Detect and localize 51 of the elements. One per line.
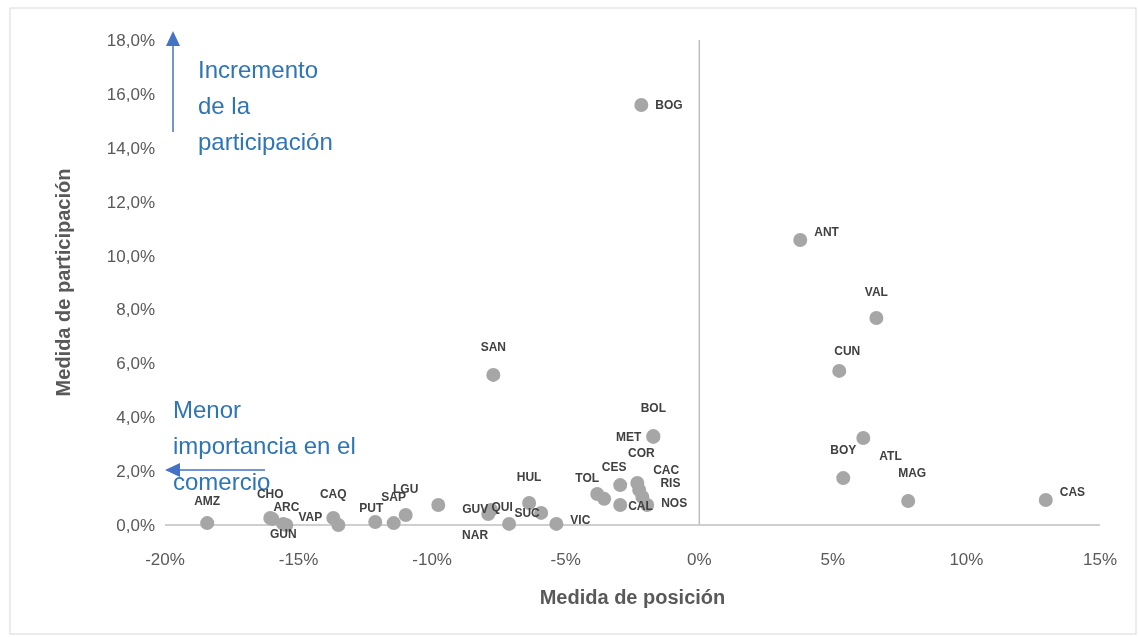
y-tick-label: 14,0% xyxy=(106,138,155,158)
x-tick-label: -15% xyxy=(278,550,319,569)
y-tick-label: 0,0% xyxy=(116,516,155,535)
annotation: RIS xyxy=(660,475,681,490)
annotation: ARC xyxy=(273,500,300,515)
x-axis-title: Medida de posición xyxy=(539,586,726,608)
y-tick-label: 12,0% xyxy=(106,192,155,212)
annotation: QUI xyxy=(491,499,513,514)
annotation: GUN xyxy=(270,526,297,541)
x-tick-label: -5% xyxy=(550,550,581,569)
annotation: ANT xyxy=(814,224,840,239)
x-tick-label: 15% xyxy=(1082,550,1118,569)
y-tick-label: 8,0% xyxy=(116,300,155,320)
annotation: NAR xyxy=(462,527,489,542)
x-tick-label: 10% xyxy=(949,550,984,569)
annotation: BOG xyxy=(655,97,683,112)
annotation: Incremento de la participación xyxy=(198,56,333,155)
y-tick-label: 6,0% xyxy=(116,354,155,374)
y-tick-label: 18,0% xyxy=(106,31,155,50)
annotation: MET xyxy=(615,429,642,444)
annotation: CAC xyxy=(653,462,680,477)
y-tick-label: 10,0% xyxy=(106,246,155,266)
annotation: BOL xyxy=(640,401,667,416)
annotation: CAS xyxy=(1059,484,1086,499)
y-axis-title: Medida de participación xyxy=(52,168,74,397)
annotation: GUV xyxy=(462,501,489,516)
annotation: VAP xyxy=(298,510,323,524)
annotation: BOY xyxy=(830,443,857,458)
y-tick-label: 2,0% xyxy=(116,462,155,482)
x-tick-label: -10% xyxy=(412,550,452,569)
annotation: SUC xyxy=(514,505,541,520)
annotation: CAQ xyxy=(319,486,347,501)
annotation: NOS xyxy=(661,496,688,511)
annotation: CES xyxy=(601,460,627,475)
annotation: TOL xyxy=(575,471,600,486)
annotation: COR xyxy=(627,445,655,460)
annotation: SAN xyxy=(480,339,506,354)
annotation: HUL xyxy=(516,469,542,484)
x-tick-label: -20% xyxy=(145,550,185,569)
y-tick-label: 16,0% xyxy=(106,84,155,104)
x-tick-label: 0% xyxy=(687,550,712,569)
x-tick-label: 5% xyxy=(820,550,846,569)
annotation: MAG xyxy=(898,466,927,481)
annotation: VIC xyxy=(570,512,591,527)
annotation: VAL xyxy=(864,285,888,300)
annotation: CAL xyxy=(628,499,653,514)
annotation: AMZ xyxy=(194,494,221,509)
y-tick-label: 4,0% xyxy=(116,408,155,428)
annotation: ATL xyxy=(879,448,902,463)
annotation: PUT xyxy=(359,501,384,516)
annotation: CUN xyxy=(834,343,861,358)
